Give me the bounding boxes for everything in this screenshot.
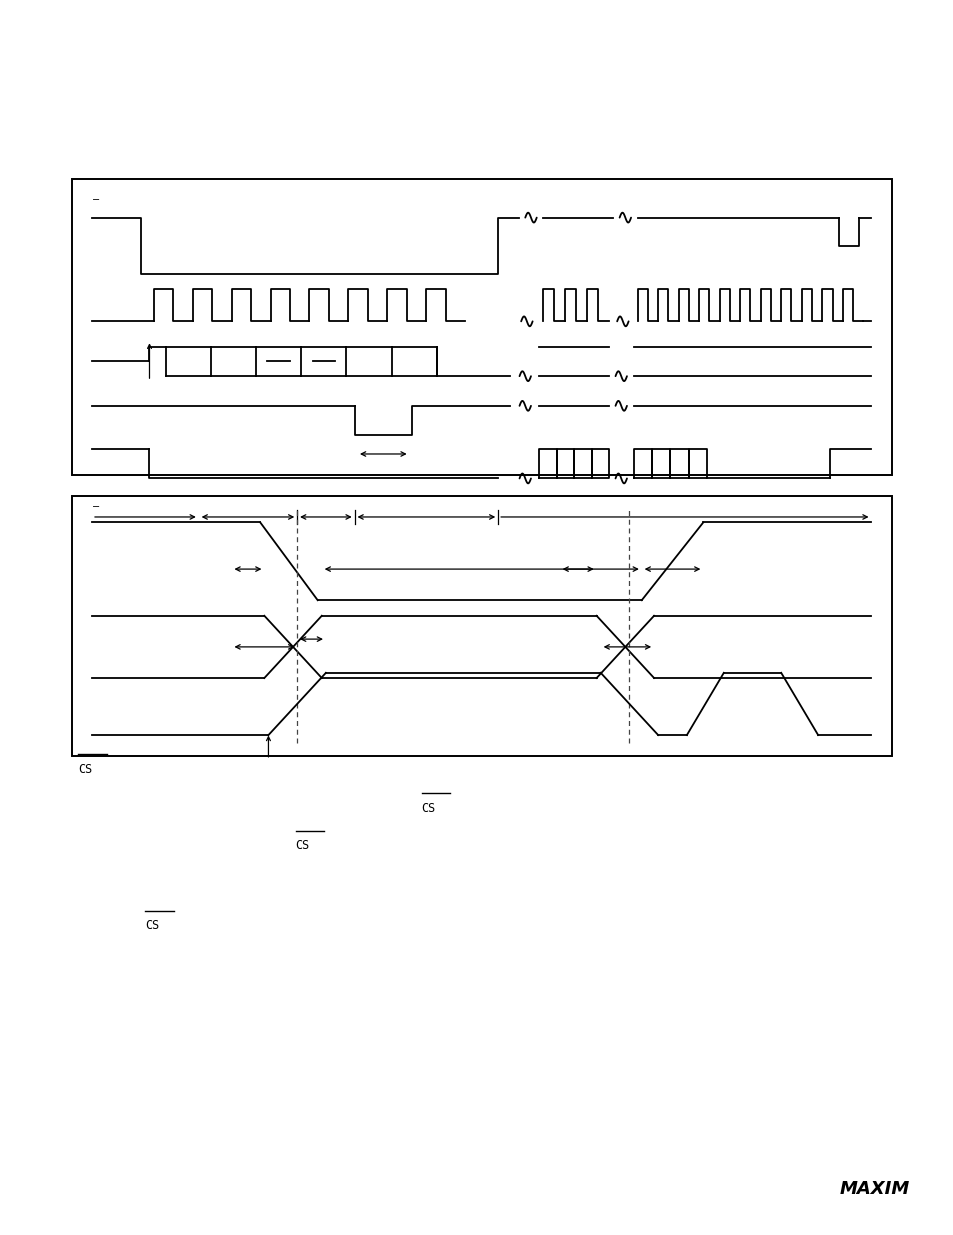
Text: −: − [91,195,100,205]
Text: MAXIM: MAXIM [839,1179,909,1198]
Bar [71,179,891,475]
Text: CS: CS [295,839,310,852]
Text: CS: CS [421,802,436,815]
Text: −: − [91,501,100,511]
Text: CS: CS [145,919,159,932]
Bar [71,496,891,756]
Text: CS: CS [78,762,92,776]
